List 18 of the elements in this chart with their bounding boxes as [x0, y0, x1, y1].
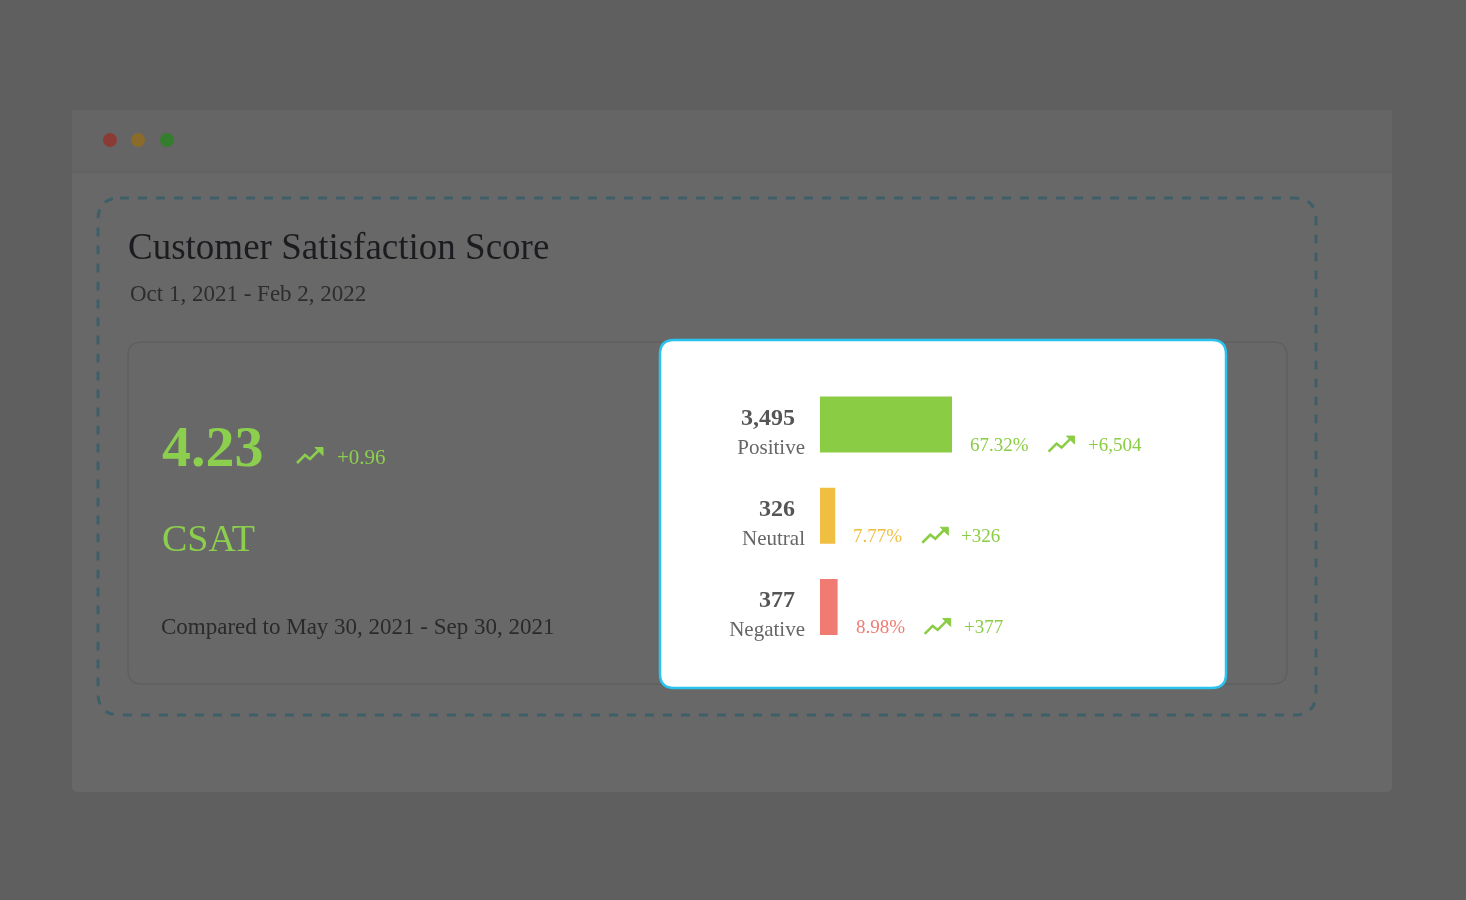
text: 4.23 [162, 414, 264, 479]
text: +326 [961, 525, 1001, 546]
text: +0.96 [337, 445, 386, 469]
y-tick-label: Neutral [742, 526, 806, 551]
text: 377 [759, 586, 795, 612]
text: 3,495 [741, 404, 795, 430]
data-label: 7.77% [853, 525, 903, 546]
y-tick-label: Negative [729, 617, 805, 642]
data-label: 67.32% [970, 434, 1029, 455]
text: CSAT [162, 517, 255, 559]
data-label: 8.98% [856, 616, 906, 637]
text: Compared to May 30, 2021 - Sep 30, 2021 [161, 614, 555, 639]
text: +6,504 [1088, 434, 1142, 455]
text: +377 [964, 616, 1004, 637]
text: Oct 1, 2021 - Feb 2, 2022 [130, 281, 367, 306]
text: 326 [759, 495, 795, 521]
text: Customer Satisfaction Score [128, 225, 550, 267]
y-tick-label: Positive [737, 434, 805, 459]
